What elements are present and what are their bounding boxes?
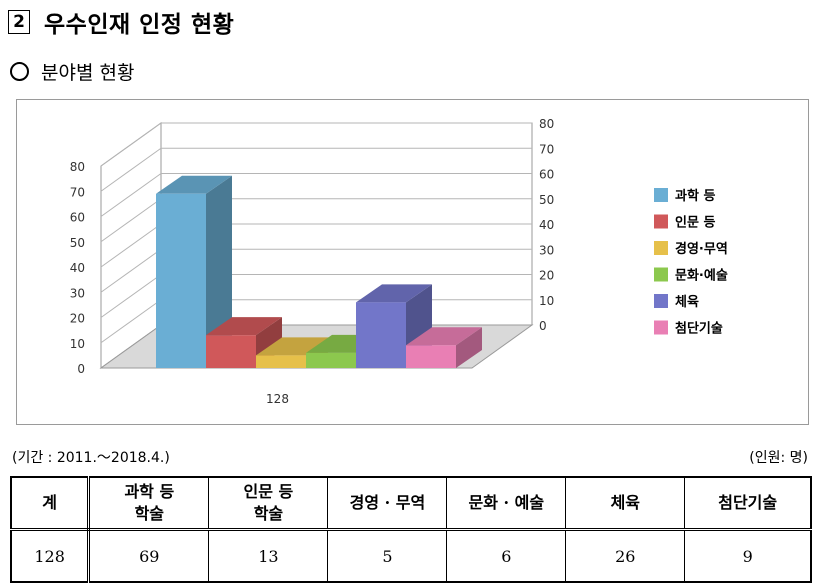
header-line: 학술 (253, 504, 284, 523)
table-cell: 69 (88, 529, 210, 583)
bar-front-face (256, 355, 306, 368)
y-tick-label-right: 30 (539, 243, 554, 257)
bar-front-face (206, 335, 256, 368)
y-tick-label-right: 40 (539, 218, 554, 232)
legend-swatch (654, 320, 668, 335)
y-tick-label-right: 80 (539, 117, 554, 131)
x-category-label: 128 (266, 392, 289, 406)
bar-front-face (306, 352, 356, 368)
table-header-row: 계 과학 등 학술 인문 등 학술 경영 · 무역 문화 · 예술 체육 첨단기술 (10, 476, 812, 531)
table-header-cell: 체육 (565, 476, 686, 531)
legend-swatch (654, 214, 668, 229)
legend-label: 첨단기술 (675, 321, 723, 337)
section-title: 우수인재 인정 현황 (44, 12, 235, 38)
bar-6 (406, 327, 482, 368)
gridline (100, 173, 162, 217)
header-line: 첨단기술 (718, 493, 778, 512)
bar-top-face (406, 327, 482, 346)
bar-top-face (156, 175, 232, 194)
legend-swatch (654, 188, 668, 202)
bar-chart-3d: 0 10 20 30 40 50 60 70 80 0 10 20 30 40 50 60 70 80 128 과학 … (70, 117, 728, 406)
table-header-cell: 첨단기술 (684, 476, 812, 531)
gridline (100, 122, 162, 167)
bar-side-face (456, 327, 482, 368)
legend-label: 과학 등 (675, 188, 715, 204)
y-tick-label-left: 20 (70, 312, 85, 326)
section-number: 2 (8, 10, 30, 34)
bar-front-face (156, 193, 206, 368)
bar-top-face (206, 317, 282, 336)
table-cell: 13 (208, 529, 329, 583)
header-line: 인문 등 (243, 482, 294, 501)
header-line: 문화 · 예술 (468, 493, 545, 512)
subsection-heading: 분야별 현황 (10, 58, 134, 85)
bar-1 (156, 175, 232, 368)
section-heading: 2 우수인재 인정 현황 (8, 6, 234, 38)
y-tick-label-left: 30 (70, 286, 85, 300)
header-line: 체육 (610, 493, 641, 512)
gridline (100, 223, 162, 268)
y-tick-label-left: 40 (70, 261, 85, 275)
table-cell: 5 (327, 529, 448, 583)
y-tick-label-left: 10 (70, 337, 85, 351)
table-cell: 128 (10, 529, 91, 583)
subsection-title: 분야별 현황 (41, 62, 135, 84)
legend-label: 경영·무역 (675, 241, 728, 257)
legend-swatch (654, 267, 668, 282)
chart-container: 우수인재 국적취득 현황 010203040506070800102030405… (16, 99, 809, 425)
bar-5 (356, 284, 432, 368)
gridline (100, 274, 162, 318)
circle-bullet-icon (10, 62, 29, 81)
y-tick-label-right: 10 (539, 294, 554, 308)
header-line: 학술 (134, 504, 165, 523)
y-tick-label-left: 60 (70, 211, 85, 225)
bar-front-face (356, 302, 406, 368)
bar-top-face (256, 337, 332, 356)
unit-note: (인원: 명) (749, 450, 808, 466)
table-cell: 9 (684, 529, 812, 583)
header-line: 계 (42, 493, 57, 512)
table-cell: 26 (565, 529, 686, 583)
legend-swatch (654, 294, 668, 308)
header-line: 경영 · 무역 (349, 493, 426, 512)
y-tick-label-left: 80 (70, 160, 85, 174)
y-tick-label-right: 0 (539, 319, 547, 333)
bar-top-face (356, 284, 432, 303)
header-line: 과학 등 (124, 482, 175, 501)
bar-2 (206, 317, 282, 368)
bar-front-face (406, 345, 456, 368)
stats-table: 계 과학 등 학술 인문 등 학술 경영 · 무역 문화 · 예술 체육 첨단기술 128 69 1… (10, 476, 812, 583)
table-header-cell: 경영 · 무역 (327, 476, 448, 531)
table-cell: 6 (446, 529, 567, 583)
legend-label: 인문 등 (675, 215, 715, 231)
y-tick-label-left: 70 (70, 185, 85, 199)
table-header-cell: 계 (10, 476, 91, 531)
table-row: 128 69 13 5 6 26 9 (10, 529, 812, 583)
y-tick-label-right: 20 (539, 269, 554, 283)
legend-label: 문화·예술 (675, 268, 728, 284)
y-tick-label-right: 70 (539, 142, 554, 156)
y-tick-label-left: 0 (77, 362, 85, 376)
bar-side-face (206, 175, 232, 368)
gridline (100, 198, 162, 243)
gridline (100, 248, 162, 293)
period-note: (기간 : 2011.～2018.4.) (12, 450, 170, 466)
y-tick-label-right: 50 (539, 193, 554, 207)
gridline (100, 299, 162, 344)
y-tick-label-left: 50 (70, 236, 85, 250)
gridline (100, 147, 162, 192)
table-header-cell: 문화 · 예술 (446, 476, 567, 531)
legend-swatch (654, 241, 668, 255)
y-tick-label-right: 60 (539, 168, 554, 182)
legend-label: 체육 (675, 294, 699, 310)
